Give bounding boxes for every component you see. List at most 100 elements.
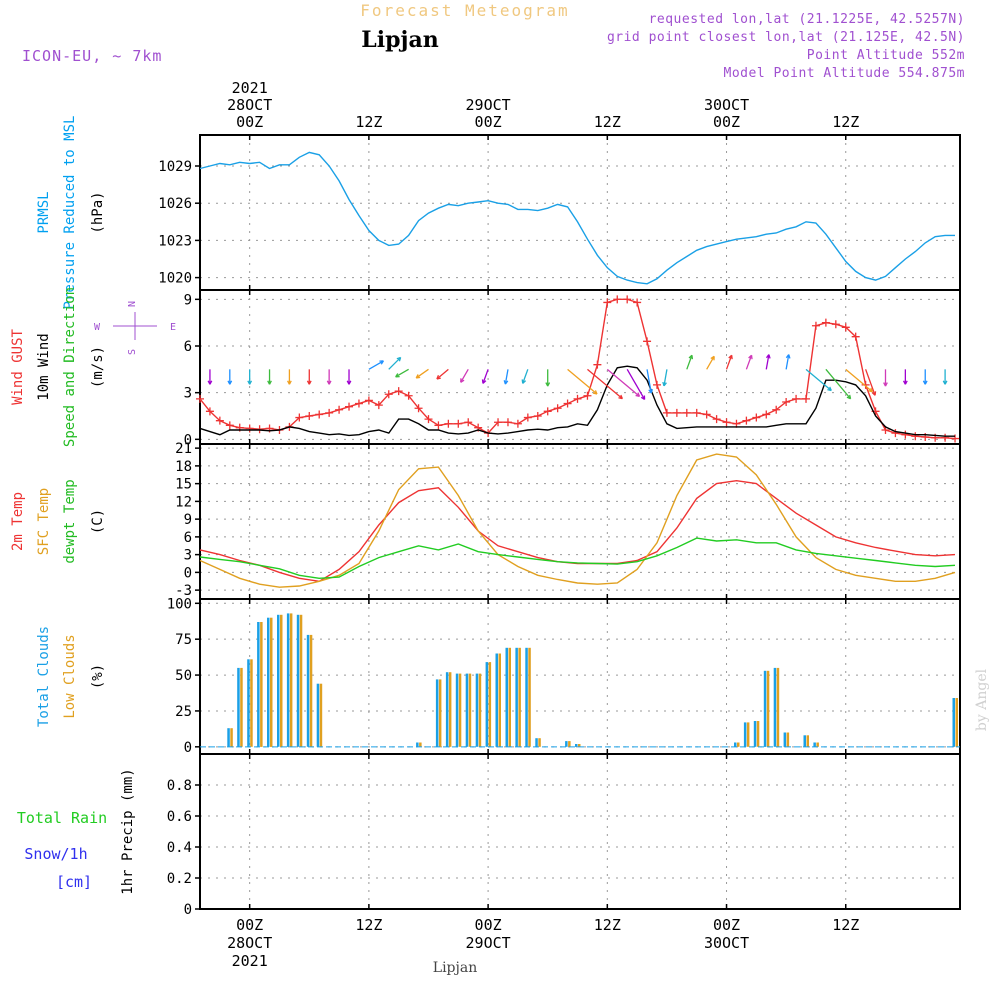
gust-marker bbox=[245, 424, 254, 433]
gust-marker bbox=[951, 434, 960, 443]
wind-arrow-head bbox=[503, 380, 509, 385]
wind-arrow bbox=[825, 368, 852, 400]
ytick-label: 21 bbox=[175, 441, 192, 457]
cloud-bar-total bbox=[813, 742, 816, 747]
ytick-label: 0.2 bbox=[167, 871, 192, 887]
compass-south: S bbox=[127, 349, 138, 355]
wind-arrow bbox=[395, 368, 409, 378]
time-label: 29OCT bbox=[466, 96, 511, 114]
gust-marker bbox=[414, 404, 423, 413]
time-label: 29OCT bbox=[466, 934, 511, 952]
cloud-bar-low bbox=[776, 667, 780, 747]
cloud-bar-total bbox=[565, 741, 568, 747]
wind-arrow-head bbox=[785, 354, 791, 359]
gust-marker bbox=[901, 430, 910, 439]
ytick-label: 3 bbox=[184, 548, 192, 564]
ytick-label: 6 bbox=[184, 530, 192, 546]
cloud-bar-low bbox=[508, 647, 511, 747]
cloud-bar-total bbox=[535, 738, 538, 747]
gust-marker bbox=[255, 425, 264, 434]
wind-arrow bbox=[646, 369, 652, 394]
ytick-label: 1029 bbox=[158, 159, 192, 175]
cloud-bar-low bbox=[270, 617, 273, 747]
cloud-bar-total bbox=[455, 673, 459, 747]
gust-marker bbox=[215, 416, 224, 425]
time-label: 00Z bbox=[475, 916, 502, 934]
cloud-bar-total bbox=[267, 617, 270, 747]
gust-marker bbox=[623, 295, 632, 304]
wind-arrow bbox=[845, 368, 873, 393]
cloud-bar-low bbox=[250, 659, 253, 747]
gust-marker bbox=[315, 410, 324, 419]
cloud-bar-total bbox=[952, 698, 955, 747]
cloud-bar-total bbox=[753, 721, 757, 747]
gust-marker bbox=[821, 318, 830, 327]
wind-arrow bbox=[388, 356, 402, 370]
wind-arrow-head bbox=[846, 394, 852, 400]
gust-marker bbox=[225, 421, 234, 430]
wind-arrow-head bbox=[415, 374, 421, 379]
footer-location: Lipjan bbox=[433, 960, 477, 976]
cloud-bar-total bbox=[416, 742, 419, 747]
series-line-wind10m bbox=[199, 365, 955, 437]
ytick-label: 50 bbox=[175, 668, 192, 684]
ytick-label: 0.6 bbox=[167, 809, 192, 825]
wind-arrow bbox=[606, 368, 640, 397]
panel-wind: 0 3 6 9 Wind GUST 10m Wind Speed and Direction… bbox=[10, 287, 961, 448]
gust-marker bbox=[513, 419, 522, 428]
cloud-bar-total bbox=[575, 744, 578, 747]
gust-marker bbox=[792, 394, 801, 403]
cloud-bar-total bbox=[773, 667, 777, 747]
cloud-bar-low bbox=[528, 647, 531, 747]
cloud-bar-low bbox=[766, 670, 770, 747]
gust-marker bbox=[434, 421, 443, 430]
panel-frame bbox=[199, 134, 961, 291]
axis-label: (C) bbox=[90, 509, 106, 534]
cloud-bar-low bbox=[299, 614, 303, 747]
axis-label: Wind GUST bbox=[10, 329, 26, 405]
gust-marker bbox=[295, 413, 304, 422]
wind-arrow bbox=[436, 368, 449, 380]
panel-clouds: 0 25 50 75 100 Total Clouds Low Clouds (%) bbox=[36, 596, 961, 756]
credit-watermark: by Angel bbox=[974, 668, 990, 731]
wind-arrow bbox=[567, 368, 598, 395]
wind-arrow bbox=[368, 360, 384, 370]
cloud-bar-low bbox=[309, 634, 313, 747]
cloud-bar-total bbox=[475, 673, 479, 747]
wind-arrow-head bbox=[648, 388, 654, 394]
axis-label: Low Clouds bbox=[62, 634, 78, 718]
panel-precip: 0 0.2 0.4 0.6 0.8 1hr Precip (mm) Total Rain Sn… bbox=[17, 753, 961, 918]
cloud-bar-total bbox=[227, 728, 230, 747]
model-label: ICON-EU, ~ 7km bbox=[22, 47, 162, 65]
gust-marker bbox=[672, 408, 681, 417]
ytick-label: 1023 bbox=[158, 233, 192, 249]
wind-arrow bbox=[765, 354, 770, 370]
gust-marker bbox=[424, 415, 433, 424]
ytick-label: 9 bbox=[184, 292, 192, 308]
time-label: 12Z bbox=[355, 113, 382, 131]
series-line-dewpt bbox=[199, 537, 956, 580]
ytick-label: 100 bbox=[167, 596, 192, 612]
wind-arrow bbox=[415, 368, 429, 379]
wind-arrow-head bbox=[267, 380, 272, 385]
cloud-bar-total bbox=[763, 670, 767, 747]
gust-marker bbox=[891, 429, 900, 438]
cloud-bar-low bbox=[289, 613, 293, 747]
wind-arrow-head bbox=[227, 380, 233, 385]
gust-marker bbox=[811, 321, 820, 330]
gust-marker bbox=[692, 408, 701, 417]
gust-marker bbox=[742, 416, 751, 425]
cloud-bar-total bbox=[783, 732, 787, 747]
cloud-bar-total bbox=[306, 634, 310, 747]
gust-marker bbox=[335, 405, 344, 414]
panel-frame bbox=[199, 289, 961, 445]
precip-legend-label: [cm] bbox=[56, 873, 92, 891]
wind-arrow-head bbox=[545, 382, 551, 387]
wind-arrow bbox=[460, 369, 469, 383]
axis-label: (m/s) bbox=[90, 346, 106, 388]
axis-label: PRMSL bbox=[36, 191, 52, 233]
wind-arrow-head bbox=[868, 387, 874, 393]
wind-arrow-head bbox=[379, 360, 384, 365]
